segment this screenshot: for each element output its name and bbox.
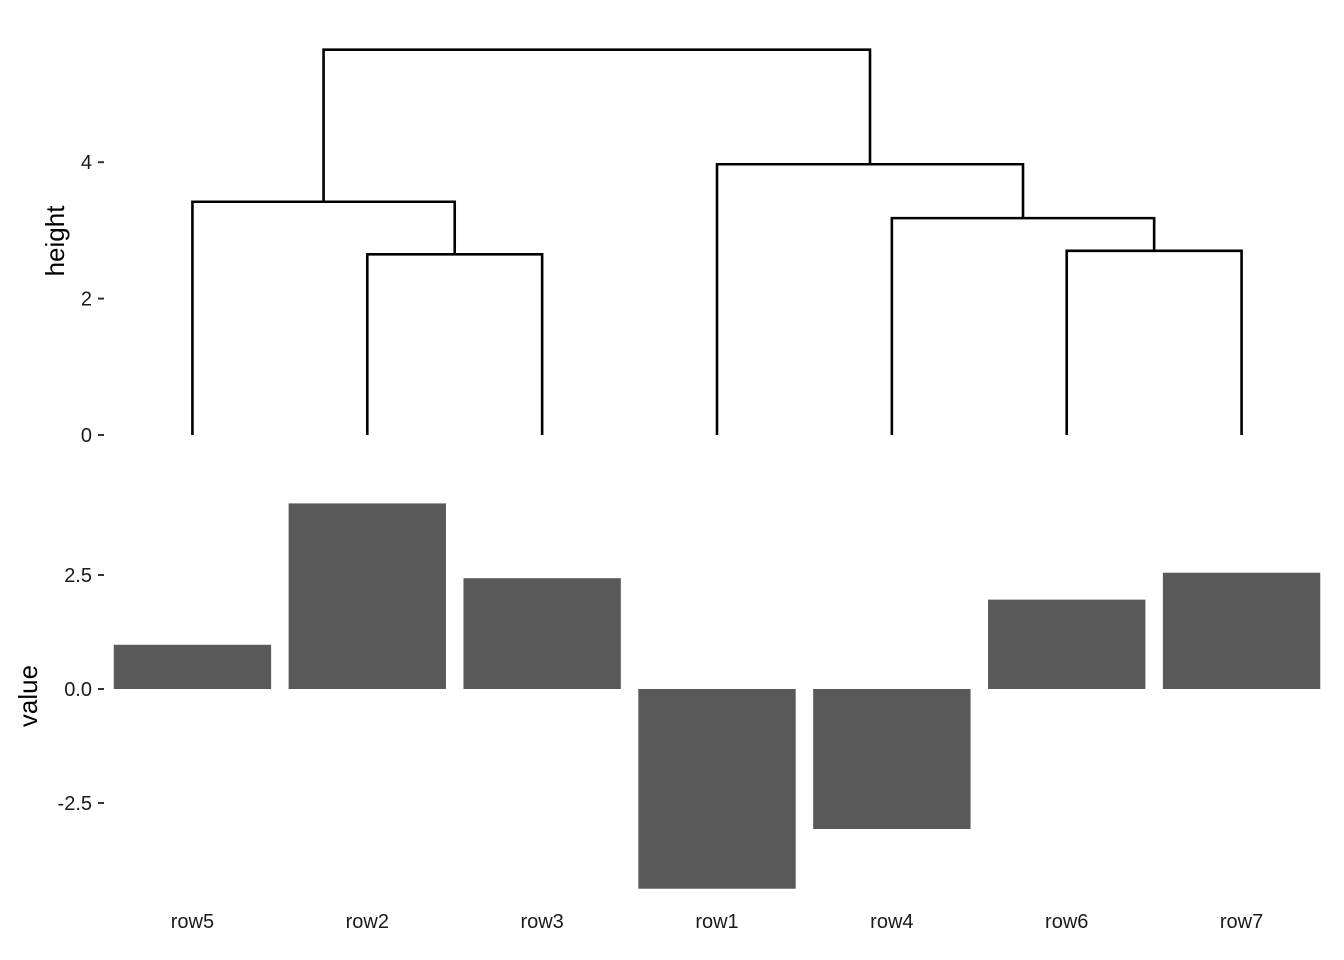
- dendrogram-links: [191, 48, 1243, 435]
- bar-row3: [463, 578, 621, 689]
- dendrogram-link: [365, 252, 544, 435]
- dendrogram-link: [191, 200, 457, 435]
- bar-row4: [813, 689, 971, 829]
- dendrogram-link: [1065, 249, 1243, 435]
- bar-y-tick-label: 2.5: [64, 565, 92, 587]
- bar-panel: value -2.50.02.5 row5 row2 row3 row1 row4 row…: [13, 503, 1321, 933]
- bars: [113, 503, 1321, 889]
- dendrogram-y-tick-label: 2: [81, 289, 92, 311]
- x-tick-label: row3: [520, 911, 563, 933]
- dendrogram-y-tick-label: 0: [81, 425, 92, 447]
- dendrogram-link: [322, 48, 872, 202]
- dendrogram-panel: height 0 2 4: [40, 48, 1243, 447]
- x-tick-label: row5: [171, 911, 214, 933]
- bar-row7: [1162, 572, 1321, 689]
- bar-row2: [288, 503, 446, 689]
- x-tick-label: row1: [695, 911, 738, 933]
- dendrogram-y-axis: 0 2 4: [81, 152, 104, 447]
- x-tick-label: row4: [870, 911, 913, 933]
- dendrogram-y-tick-label: 4: [81, 152, 92, 174]
- x-tick-label: row2: [346, 911, 389, 933]
- bar-y-tick-label: -2.5: [58, 793, 92, 815]
- x-tick-label: row7: [1220, 911, 1263, 933]
- x-tick-label: row6: [1045, 911, 1088, 933]
- bar-y-tick-label: 0.0: [64, 679, 92, 701]
- bar-y-axis: -2.5 0.0 2.5: [58, 565, 104, 815]
- bar-row5: [113, 644, 272, 689]
- dendrogram-link: [715, 162, 1025, 435]
- dendrogram-y-axis-title: height: [40, 205, 70, 277]
- bar-x-axis: row5 row2 row3 row1 row4 row6 row7: [171, 911, 1264, 933]
- bar-row6: [988, 599, 1146, 689]
- bar-row1: [638, 689, 796, 889]
- bar-y-axis-title: value: [13, 665, 43, 727]
